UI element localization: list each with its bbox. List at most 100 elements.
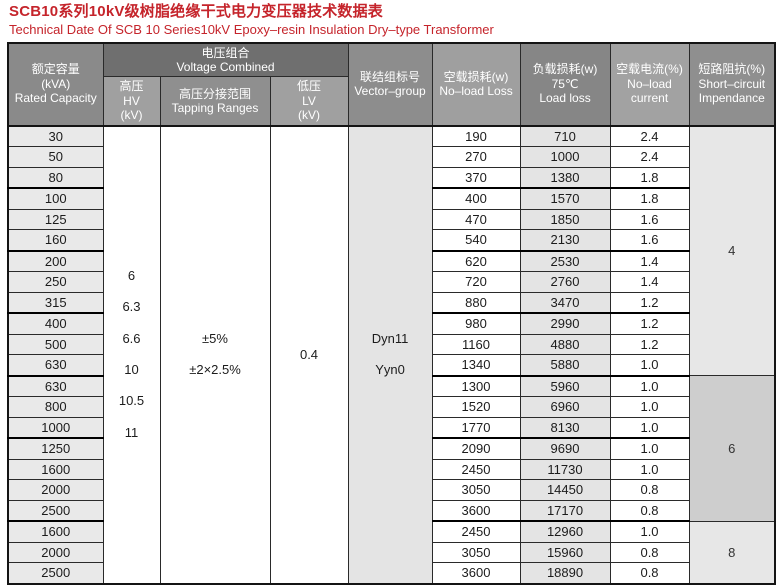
cell-no-load-current: 0.8	[609, 541, 690, 564]
cell-no-load-current: 1.0	[609, 458, 690, 481]
cell-load-loss: 2130	[519, 229, 611, 252]
cell-no-load-current: 1.2	[609, 312, 690, 335]
cell-no-load-current: 2.4	[609, 125, 690, 148]
cell-rated-capacity: 100	[7, 187, 104, 210]
header-row-sub: 高压 HV (kV) 高压分接范围 Tapping Ranges 低压 LV (…	[8, 76, 775, 127]
cell-rated-capacity: 200	[7, 250, 104, 273]
cell-rated-capacity: 2500	[7, 499, 104, 523]
cell-no-load-current: 1.8	[609, 166, 690, 190]
cell-load-loss: 14450	[519, 479, 611, 501]
table-row: 1600 2450 11730 1.0	[7, 458, 775, 481]
cell-load-loss: 1570	[519, 187, 611, 210]
cell-lv-merged: 0.4	[269, 125, 349, 585]
cell-no-load-loss: 540	[431, 229, 521, 252]
cell-short-circuit-impedance: 4	[688, 125, 776, 377]
cell-no-load-loss: 400	[431, 187, 521, 210]
cell-rated-capacity: 80	[7, 166, 104, 190]
table-row: 400 980 2990 1.2	[7, 312, 775, 335]
table-row: 100 400 1570 1.8	[7, 187, 775, 210]
cell-no-load-current: 1.6	[609, 208, 690, 231]
cell-no-load-loss: 3050	[431, 479, 521, 501]
cell-no-load-current: 1.4	[609, 250, 690, 273]
header-short-circuit-impedance: 短路阻抗(%) Short–circuit Impendance	[688, 42, 776, 127]
cell-no-load-loss: 1770	[431, 416, 521, 440]
table-row: 2000 3050 15960 0.8	[7, 541, 775, 564]
hv-value: 10.5	[118, 393, 145, 409]
cell-no-load-current: 1.4	[609, 271, 690, 293]
cell-load-loss: 12960	[519, 520, 611, 543]
cell-load-loss: 1000	[519, 146, 611, 168]
cell-no-load-loss: 880	[431, 291, 521, 315]
cell-load-loss: 17170	[519, 499, 611, 523]
table-row: 200 620 2530 1.4	[7, 250, 775, 273]
cell-no-load-current: 1.2	[609, 333, 690, 356]
hv-value: 6	[127, 268, 136, 284]
cell-short-circuit-impedance: 6	[688, 375, 776, 522]
header-no-load-current: 空载电流(%) No–load current	[609, 42, 690, 127]
table-row: 2000 3050 14450 0.8	[7, 479, 775, 501]
table-header: 额定容量 (kVA) Rated Capacity 电压组合 Voltage C…	[7, 42, 776, 127]
header-vector-group: 联结组标号 Vector–group	[347, 42, 433, 127]
cell-no-load-loss: 2090	[431, 437, 521, 460]
table-row: 30 6 6.3 6.6 10 10.5 11 ±5% ±2×2.5% 0.4 Dyn11 Yyn0 1…	[7, 125, 776, 585]
cell-no-load-loss: 1340	[431, 354, 521, 377]
hv-value: 6.6	[122, 330, 141, 346]
cell-rated-capacity: 1600	[7, 520, 104, 543]
cell-no-load-loss: 270	[431, 146, 521, 168]
hv-value: 10	[124, 362, 139, 378]
cell-no-load-current: 1.2	[609, 291, 690, 315]
cell-load-loss: 5880	[519, 354, 611, 377]
table-row: 2500 3600 17170 0.8	[7, 499, 775, 523]
cell-no-load-loss: 370	[431, 166, 521, 190]
header-hv: 高压 HV (kV)	[102, 76, 161, 127]
cell-short-circuit-impedance: 8	[688, 520, 776, 585]
cell-no-load-current: 2.4	[609, 146, 690, 168]
header-voltage-combined: 电压组合 Voltage Combined	[102, 42, 349, 78]
transformer-data-table: 额定容量 (kVA) Rated Capacity 电压组合 Voltage C…	[7, 41, 777, 585]
table-row: 800 1520 6960 1.0	[7, 396, 775, 418]
cell-load-loss: 8130	[519, 416, 611, 440]
header-no-load-loss: 空载损耗(w) No–load Loss	[431, 42, 521, 127]
table-row: 125 470 1850 1.6	[7, 208, 775, 231]
cell-no-load-loss: 3600	[431, 499, 521, 523]
cell-load-loss: 2760	[519, 271, 611, 293]
cell-load-loss: 5960	[519, 375, 611, 398]
page-subtitle: Technical Date Of SCB 10 Series10kV Epox…	[9, 22, 494, 37]
cell-rated-capacity: 1250	[7, 437, 104, 460]
vector-group-value: Yyn0	[375, 362, 405, 378]
cell-rated-capacity: 125	[7, 208, 104, 231]
cell-no-load-loss: 2450	[431, 520, 521, 543]
table-row: 1600 2450 12960 1.0 8	[7, 520, 776, 585]
cell-rated-capacity: 2000	[7, 541, 104, 564]
cell-rated-capacity: 630	[7, 354, 104, 377]
cell-no-load-current: 1.0	[609, 416, 690, 440]
tapping-value: ±5%	[202, 330, 228, 346]
cell-no-load-current: 1.0	[609, 375, 690, 398]
page-title: SCB10系列10kV级树脂绝缘干式电力变压器技术数据表	[9, 3, 383, 20]
cell-no-load-current: 1.6	[609, 229, 690, 252]
cell-no-load-current: 0.8	[609, 562, 690, 585]
cell-load-loss: 2990	[519, 312, 611, 335]
cell-rated-capacity: 800	[7, 396, 104, 418]
cell-vector-group-merged-stack: Dyn11 Yyn0	[349, 331, 431, 378]
cell-rated-capacity: 30	[7, 125, 104, 148]
cell-hv-merged: 6 6.3 6.6 10 10.5 11	[102, 125, 161, 585]
header-lv: 低压 LV (kV)	[269, 76, 349, 127]
cell-load-loss: 4880	[519, 333, 611, 356]
cell-no-load-current: 1.0	[609, 437, 690, 460]
table-row: 630 1300 5960 1.0 6	[7, 375, 776, 522]
header-load-loss: 负载损耗(w) 75℃ Load loss	[519, 42, 611, 127]
header-row-top: 额定容量 (kVA) Rated Capacity 电压组合 Voltage C…	[7, 42, 776, 127]
table-row: 315 880 3470 1.2	[7, 291, 775, 315]
cell-load-loss: 1850	[519, 208, 611, 231]
cell-rated-capacity: 400	[7, 312, 104, 335]
cell-no-load-loss: 470	[431, 208, 521, 231]
cell-rated-capacity: 315	[7, 291, 104, 315]
cell-load-loss: 9690	[519, 437, 611, 460]
cell-vector-group-merged: Dyn11 Yyn0	[347, 125, 433, 585]
header-tapping-ranges: 高压分接范围 Tapping Ranges	[159, 76, 271, 127]
cell-no-load-loss: 980	[431, 312, 521, 335]
cell-rated-capacity: 2500	[7, 562, 104, 585]
cell-no-load-loss: 190	[431, 125, 521, 148]
